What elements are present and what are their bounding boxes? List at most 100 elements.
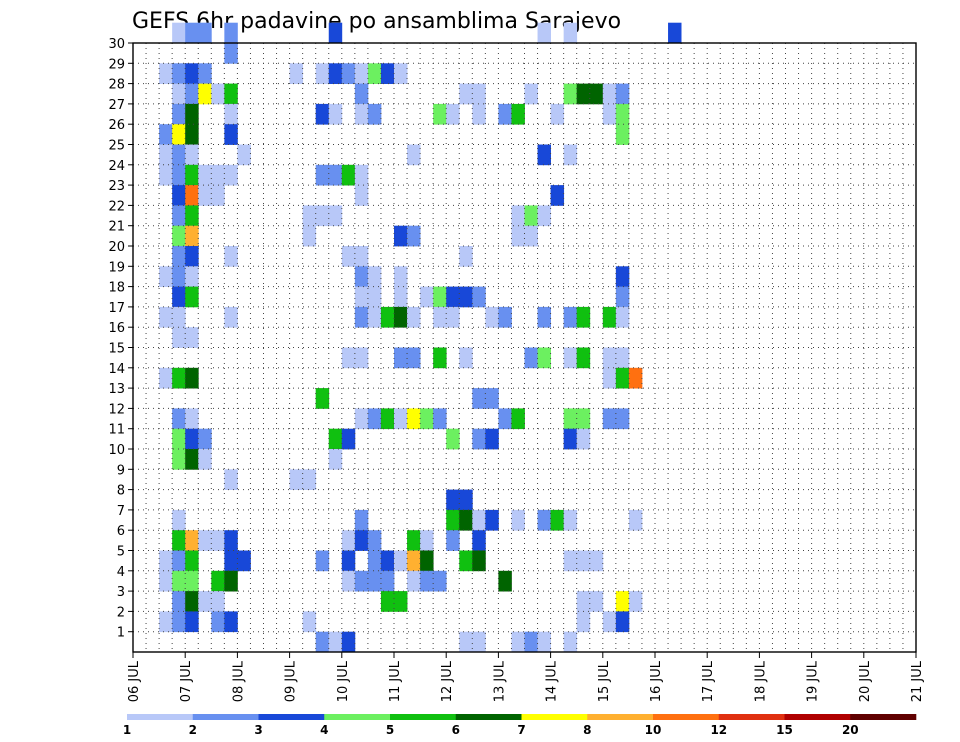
heatmap-cell xyxy=(420,286,434,308)
heatmap-cell xyxy=(341,428,356,450)
heatmap-cell xyxy=(472,83,486,105)
colorbar-label: 20 xyxy=(842,723,859,737)
heatmap-cell xyxy=(394,266,408,287)
heatmap-cell xyxy=(472,428,486,450)
heatmap-cell xyxy=(563,631,578,653)
heatmap-cells xyxy=(159,22,682,653)
heatmap-cell xyxy=(446,509,460,531)
heatmap-cell xyxy=(433,286,447,308)
colorbar-label: 6 xyxy=(452,723,460,737)
heatmap-cell xyxy=(602,103,617,125)
dotted-grid xyxy=(133,43,916,652)
x-tick-label: 19 JUL xyxy=(806,660,821,702)
y-tick-label: 18 xyxy=(108,281,125,296)
heatmap-cell xyxy=(589,550,604,572)
heatmap-cell xyxy=(185,611,199,633)
y-tick-label: 5 xyxy=(117,545,125,560)
heatmap-cell xyxy=(380,306,395,328)
heatmap-cell xyxy=(172,246,186,267)
colorbar-label: 4 xyxy=(320,723,328,737)
heatmap-cell xyxy=(172,144,186,166)
y-tick-label: 11 xyxy=(108,423,125,438)
heatmap-cell xyxy=(615,286,630,308)
heatmap-cell xyxy=(211,591,225,612)
heatmap-cell xyxy=(446,530,460,551)
colorbar-label: 2 xyxy=(189,723,197,737)
heatmap-cell xyxy=(159,306,173,328)
heatmap-cell xyxy=(615,591,630,612)
heatmap-cell xyxy=(159,144,173,166)
heatmap-cell xyxy=(511,103,525,125)
heatmap-cell xyxy=(172,164,186,186)
heatmap-cell xyxy=(550,103,565,125)
heatmap-cell xyxy=(589,591,604,612)
heatmap-cell xyxy=(354,103,369,125)
heatmap-cell xyxy=(315,103,330,125)
heatmap-cell xyxy=(472,509,486,531)
heatmap-cell xyxy=(172,611,186,633)
heatmap-cell xyxy=(524,83,538,105)
heatmap-cell xyxy=(433,570,447,592)
heatmap-cell xyxy=(172,428,186,450)
heatmap-cell xyxy=(224,124,238,145)
heatmap-cell xyxy=(354,266,369,287)
heatmap-cell xyxy=(498,408,512,430)
heatmap-cell xyxy=(420,408,434,430)
heatmap-cell xyxy=(302,205,317,227)
heatmap-cell xyxy=(185,22,199,44)
heatmap-cell xyxy=(185,327,199,348)
heatmap-cell xyxy=(524,225,538,247)
heatmap-cell xyxy=(472,388,486,409)
heatmap-cell xyxy=(185,83,199,105)
heatmap-cell xyxy=(498,103,512,125)
heatmap-cell xyxy=(211,530,225,551)
heatmap-cell xyxy=(563,144,578,166)
x-tick-label: 13 JUL xyxy=(492,660,507,702)
heatmap-cell xyxy=(172,449,186,470)
heatmap-cell xyxy=(315,631,330,653)
heatmap-cell xyxy=(328,164,343,186)
heatmap-cell xyxy=(420,570,434,592)
heatmap-cell xyxy=(172,550,186,572)
heatmap-cell xyxy=(537,509,551,531)
heatmap-cell xyxy=(615,408,630,430)
y-tick-label: 15 xyxy=(108,342,125,357)
heatmap-cell xyxy=(354,83,369,105)
x-tick-label: 16 JUL xyxy=(649,660,664,702)
heatmap-cell xyxy=(341,63,356,84)
x-tick-label: 08 JUL xyxy=(231,660,246,702)
heatmap-cell xyxy=(615,611,630,633)
heatmap-cell xyxy=(198,83,212,105)
heatmap-cell xyxy=(198,428,212,450)
heatmap-cell xyxy=(394,306,408,328)
heatmap-cell xyxy=(185,530,199,551)
heatmap-cell xyxy=(289,469,304,490)
x-tick-label: 12 JUL xyxy=(440,660,455,702)
heatmap-cell xyxy=(420,530,434,551)
heatmap-cell xyxy=(185,185,199,206)
heatmap-cell xyxy=(576,611,591,633)
heatmap-cell xyxy=(224,306,238,328)
heatmap-cell xyxy=(563,22,578,44)
heatmap-cell xyxy=(367,550,382,572)
heatmap-cell xyxy=(537,22,551,44)
y-tick-label: 2 xyxy=(117,605,125,620)
heatmap-cell xyxy=(185,246,199,267)
y-tick-label: 10 xyxy=(108,443,125,458)
heatmap-cell xyxy=(602,367,617,389)
heatmap-cell xyxy=(407,408,421,430)
colorbar-swatch xyxy=(653,714,720,720)
heatmap-cell xyxy=(211,611,225,633)
heatmap-cell xyxy=(172,225,186,247)
colorbar-label: 12 xyxy=(710,723,727,737)
heatmap-cell xyxy=(224,43,238,64)
heatmap-cell xyxy=(563,83,578,105)
heatmap-cell xyxy=(172,367,186,389)
heatmap-cell xyxy=(341,246,356,267)
y-tick-label: 26 xyxy=(108,118,125,133)
y-tick-label: 23 xyxy=(108,179,125,194)
heatmap-cell xyxy=(537,205,551,227)
heatmap-cell xyxy=(328,449,343,470)
heatmap-cell xyxy=(354,570,369,592)
heatmap-cell xyxy=(394,225,408,247)
